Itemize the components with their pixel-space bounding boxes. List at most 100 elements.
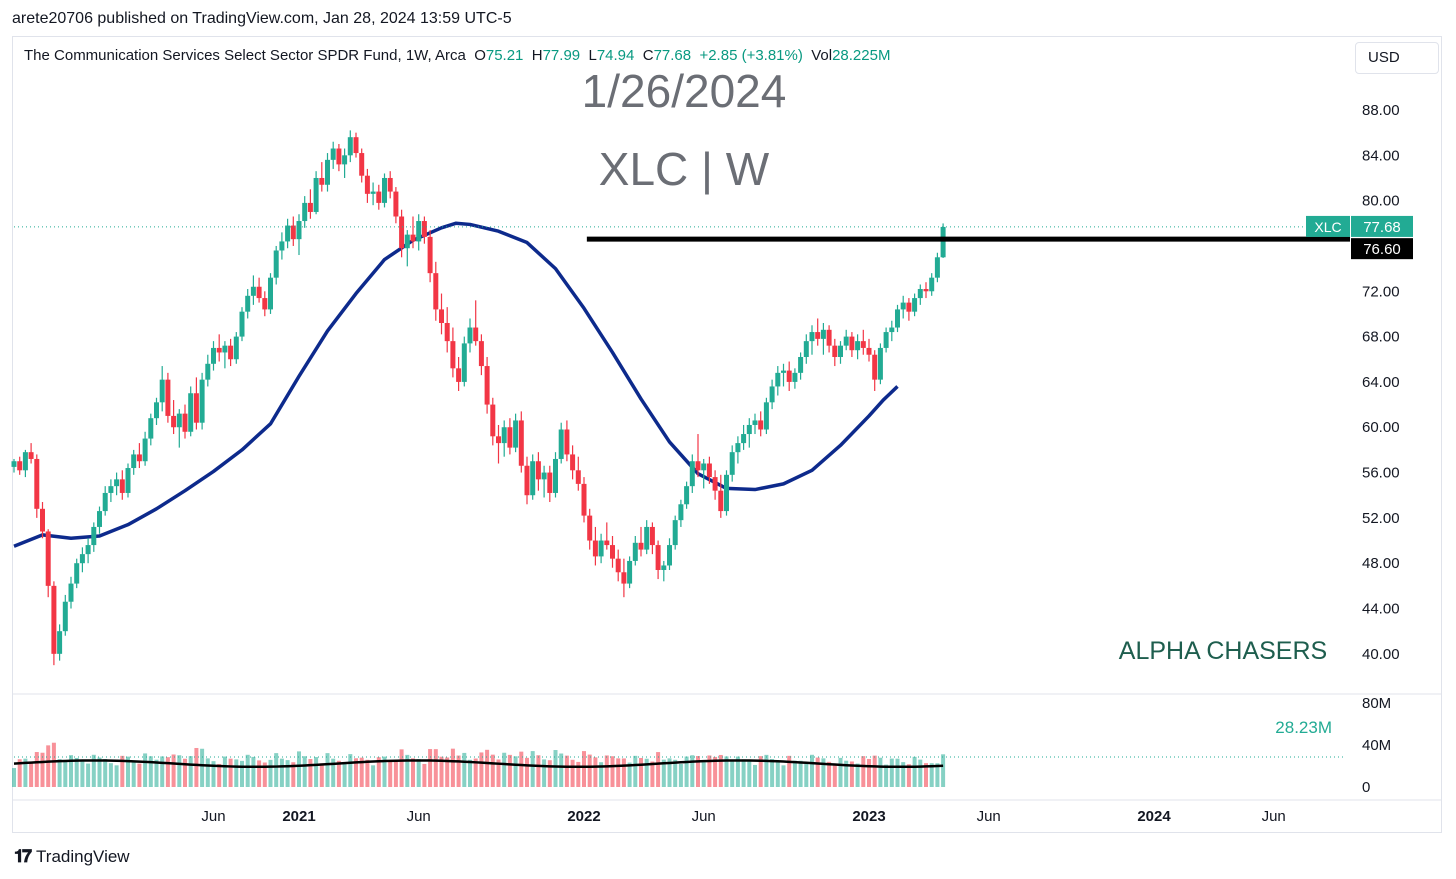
candle-body	[906, 302, 912, 312]
volume-bar	[137, 763, 142, 787]
volume-bar	[616, 758, 621, 787]
candle-body	[433, 273, 439, 310]
candle-body	[216, 347, 222, 353]
published-caption: arete20706 published on TradingView.com,…	[12, 10, 512, 27]
volume-bar	[257, 760, 262, 787]
price-tick-label: 72.00	[1362, 283, 1400, 300]
volume-bar	[713, 756, 718, 787]
volume-bar	[604, 755, 609, 787]
volume-bar	[74, 757, 79, 787]
candle-body	[222, 345, 228, 353]
price-tick-label: 40.00	[1362, 646, 1400, 663]
candle-body	[176, 413, 182, 428]
volume-bar	[342, 762, 347, 787]
candle-body	[57, 631, 63, 654]
volume-bar	[274, 753, 279, 787]
volume-bar	[291, 762, 296, 787]
volume-bar	[764, 754, 769, 787]
volume-bar	[872, 755, 877, 787]
candle-body	[729, 452, 735, 475]
candle-body	[427, 236, 433, 274]
volume-bar	[815, 757, 820, 787]
volume-bar	[878, 757, 883, 787]
price-tick-label: 80.00	[1362, 193, 1400, 210]
volume-bar	[160, 756, 165, 787]
price-tick-label: 60.00	[1362, 419, 1400, 436]
candle-body	[165, 379, 171, 416]
volume-bar	[564, 755, 569, 787]
candle-body	[188, 393, 194, 432]
volume-bar	[23, 758, 28, 787]
candle-body	[889, 327, 895, 333]
volume-bar	[251, 756, 256, 787]
volume-bar	[804, 762, 809, 787]
candle-body	[786, 370, 792, 382]
candle-body	[558, 429, 564, 459]
volume-bar	[126, 756, 130, 787]
volume-bar	[775, 761, 780, 787]
volume-bar	[696, 756, 700, 787]
volume-bar	[86, 763, 91, 787]
candle-body	[461, 343, 467, 382]
volume-bar	[530, 751, 535, 787]
resistance-price-label: 76.60	[1363, 241, 1401, 258]
candle-body	[843, 336, 849, 346]
candle-body	[34, 458, 40, 509]
volume-bar	[906, 764, 911, 787]
high-label: H	[531, 47, 543, 64]
time-tick-label: 2023	[852, 808, 885, 825]
candle-body	[421, 221, 427, 237]
candle-body	[792, 372, 798, 382]
candle-body	[883, 332, 889, 348]
date-annotation: 1/26/2024	[582, 65, 787, 117]
candle-body	[376, 191, 382, 203]
candle-body	[211, 347, 216, 364]
candle-body	[758, 420, 764, 430]
currency-selector[interactable]: USD	[1355, 42, 1439, 74]
candle-body	[91, 526, 97, 546]
volume-bar	[211, 761, 216, 787]
volume-bar	[148, 756, 153, 787]
volume-bar	[143, 753, 148, 787]
volume-bar	[741, 759, 746, 787]
volume-bar	[445, 757, 450, 787]
volume-bar	[844, 760, 849, 787]
volume-bar	[325, 753, 330, 787]
volume-bar	[912, 756, 917, 787]
volume-bar	[627, 762, 632, 787]
volume-bar	[787, 755, 792, 787]
candle-body	[501, 427, 507, 444]
volume-bar	[599, 762, 604, 787]
candle-body	[866, 347, 872, 355]
low-label: L	[588, 47, 597, 64]
candle-body	[262, 298, 268, 310]
price-tick-label: 88.00	[1362, 102, 1400, 119]
candle-body	[250, 286, 256, 296]
candle-body	[592, 540, 598, 557]
volume-bar	[502, 752, 507, 787]
last-price-label: 77.68	[1363, 219, 1401, 236]
candle-body	[798, 356, 804, 373]
candle-body	[895, 309, 900, 328]
candle-body	[17, 461, 23, 471]
candle-body	[581, 483, 587, 516]
volume-bar	[792, 760, 797, 787]
candle-body	[342, 155, 348, 165]
volume-bar	[542, 759, 547, 787]
candle-body	[781, 370, 786, 373]
volume-bar	[450, 748, 455, 787]
volume-bar	[924, 763, 928, 787]
candle-body	[404, 234, 410, 249]
open-value: 75.21	[485, 47, 524, 64]
volume-bar	[183, 758, 187, 787]
candle-body	[102, 492, 108, 512]
volume-bar	[576, 761, 581, 787]
time-tick-label: 2024	[1137, 808, 1171, 825]
candle-body	[712, 477, 718, 491]
volume-bar	[388, 760, 393, 787]
grid	[12, 693, 1442, 801]
volume-bar	[40, 752, 45, 787]
volume-bar	[707, 755, 712, 787]
candle-body	[439, 309, 444, 324]
